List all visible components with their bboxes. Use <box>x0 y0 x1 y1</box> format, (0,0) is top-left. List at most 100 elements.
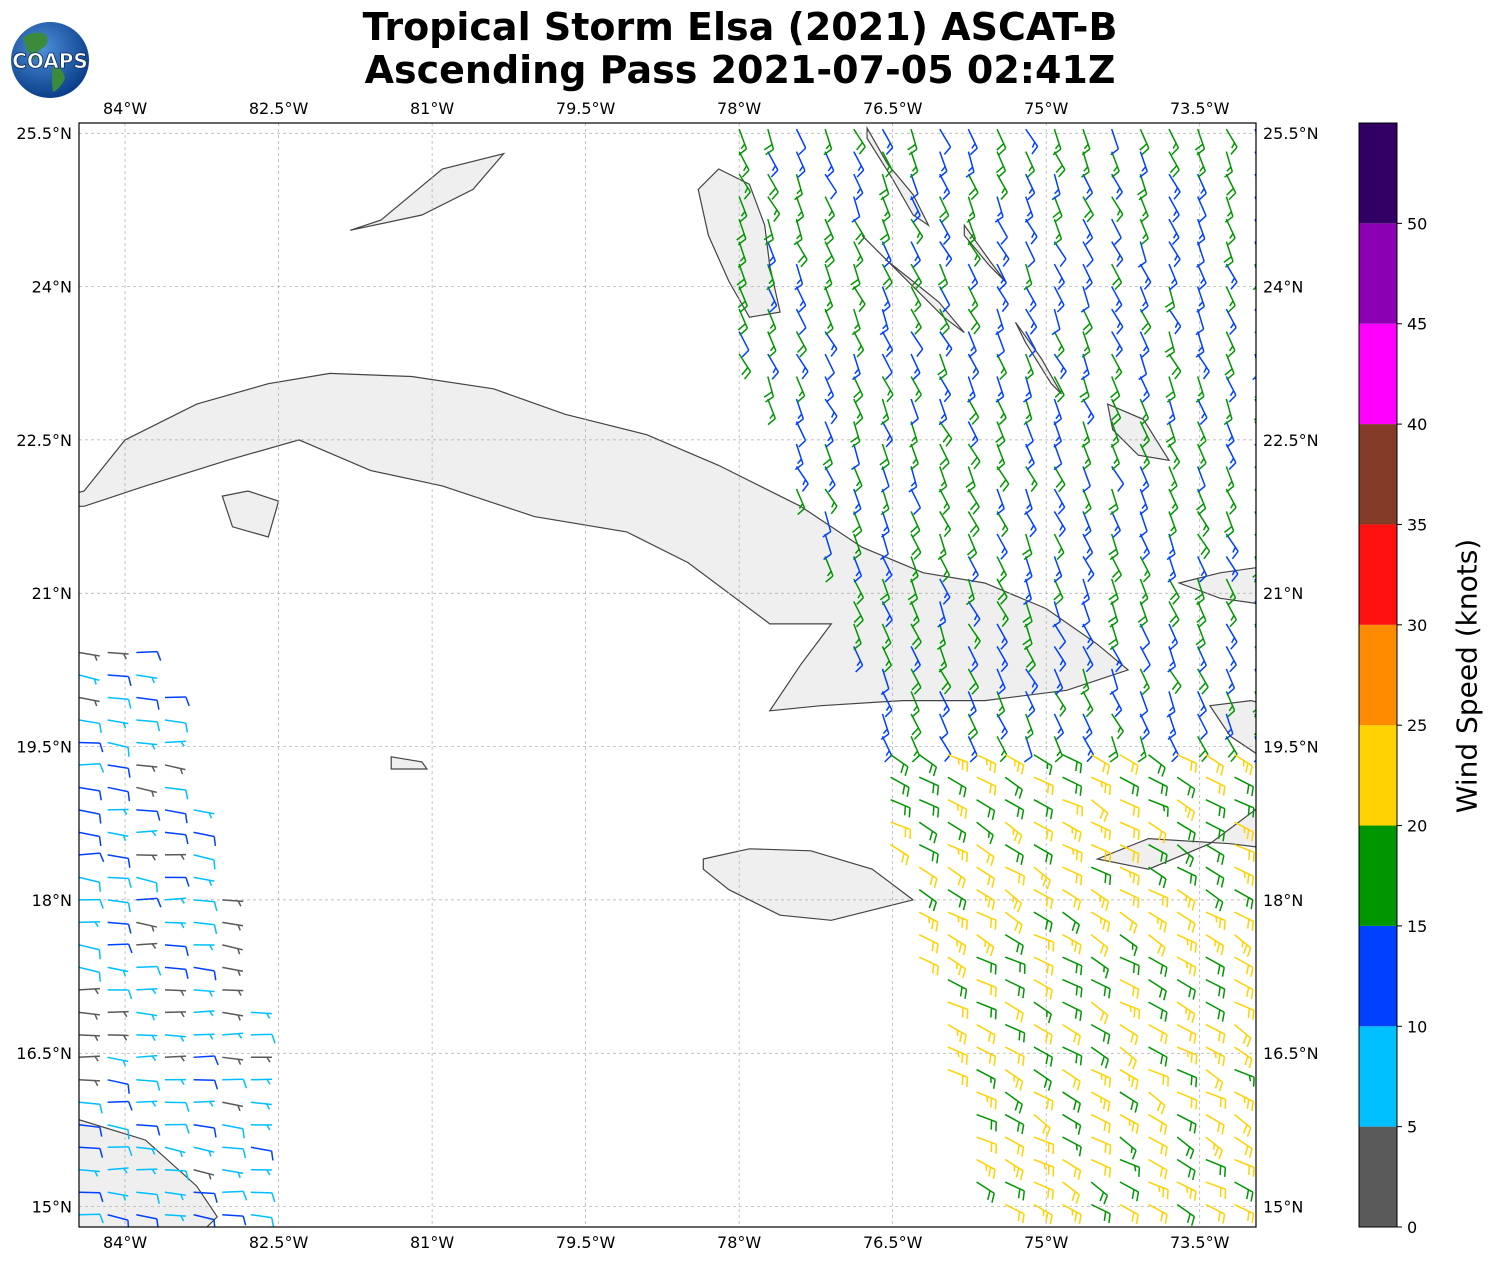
wind-barb <box>1196 713 1208 740</box>
wind-barb <box>1119 978 1140 999</box>
wind-barb <box>136 741 158 750</box>
wind-barb <box>222 1169 244 1179</box>
wind-barb <box>967 646 979 673</box>
wind-barb <box>1225 308 1237 335</box>
wind-barb <box>1053 511 1066 538</box>
wind-barbs <box>79 128 1256 1227</box>
wind-barb <box>1205 978 1226 999</box>
wind-barb <box>79 1146 104 1158</box>
wind-barb <box>795 421 807 448</box>
wind-barb <box>222 1146 247 1159</box>
wind-barb <box>996 466 1010 492</box>
wind-barb <box>1025 173 1036 201</box>
wind-barb <box>881 691 893 718</box>
colorbar-tick-label: 15 <box>1407 917 1427 936</box>
wind-barb <box>1090 1068 1112 1088</box>
wind-barb <box>976 799 996 821</box>
wind-barb <box>1033 1158 1055 1177</box>
wind-barb <box>1137 736 1147 763</box>
wind-barb <box>1148 1181 1169 1200</box>
wind-barb <box>1110 128 1120 156</box>
wind-barb <box>1197 533 1211 560</box>
wind-barb <box>939 556 951 583</box>
wind-barb <box>822 511 832 538</box>
wind-barb <box>193 876 215 886</box>
wind-barb <box>107 651 129 660</box>
wind-barb <box>1234 866 1255 886</box>
colorbar-tick-label: 50 <box>1407 214 1427 233</box>
lat-tick-label-left: 24°N <box>32 278 72 297</box>
wind-barb <box>967 623 981 650</box>
wind-barb <box>1168 511 1177 538</box>
wind-barb <box>881 241 892 268</box>
wind-barb <box>881 286 891 313</box>
wind-barb <box>136 1124 161 1136</box>
wind-barb <box>1164 286 1176 313</box>
colorbar-tick-label: 25 <box>1407 716 1427 735</box>
wind-barb <box>1033 866 1051 890</box>
wind-barb <box>890 776 910 797</box>
wind-barb <box>1024 196 1034 223</box>
wind-barb <box>164 897 186 904</box>
wind-barb <box>222 989 244 996</box>
lon-tick-label-bottom: 82.5°W <box>249 1233 309 1252</box>
wind-barb <box>1004 911 1023 935</box>
wind-barb <box>1090 1181 1109 1205</box>
wind-barb <box>1148 776 1169 797</box>
wind-barb <box>79 987 101 995</box>
wind-barb <box>1196 466 1206 493</box>
wind-barb <box>79 651 100 661</box>
lat-tick-label-left: 15°N <box>32 1198 72 1217</box>
wind-barb <box>136 829 158 837</box>
wind-barb <box>1082 173 1094 201</box>
wind-barb <box>939 421 953 447</box>
wind-barb <box>1205 889 1224 912</box>
wind-barb <box>1138 353 1148 381</box>
wind-barb <box>1111 353 1123 380</box>
wind-barb <box>1082 196 1095 223</box>
wind-barb <box>1090 799 1109 823</box>
wind-barb <box>1196 443 1207 471</box>
wind-barb <box>967 241 981 267</box>
wind-barb <box>1205 1068 1224 1092</box>
wind-barb <box>107 1167 129 1174</box>
wind-barb <box>995 376 1005 403</box>
wind-barb <box>1225 646 1237 673</box>
wind-barb <box>937 533 947 561</box>
wind-barb <box>881 151 893 178</box>
wind-barb <box>1176 911 1196 933</box>
wind-barb <box>1225 218 1236 246</box>
wind-barb <box>1176 1046 1198 1065</box>
wind-barb <box>1033 933 1055 952</box>
wind-barb <box>996 128 1007 156</box>
lat-tick-label-right: 19.5°N <box>1263 738 1319 757</box>
wind-barb <box>1079 376 1090 403</box>
wind-barb <box>1225 263 1238 290</box>
wind-barb <box>996 488 1005 516</box>
wind-barb <box>1082 691 1094 718</box>
wind-barb <box>1139 511 1148 538</box>
wind-barb <box>939 173 951 201</box>
wind-barb <box>250 1146 274 1161</box>
wind-barb <box>1111 218 1122 246</box>
wind-barb <box>939 578 951 605</box>
wind-barb <box>976 866 996 888</box>
wind-barb <box>1033 889 1054 910</box>
wind-barb <box>909 173 919 201</box>
wind-barb <box>939 308 950 336</box>
wind-barb <box>967 173 979 201</box>
wind-barb <box>1108 578 1119 606</box>
wind-barb <box>967 263 979 291</box>
wind-barb <box>136 897 162 908</box>
wind-barb <box>938 151 948 178</box>
colorbar-bin <box>1359 424 1397 525</box>
wind-barb <box>193 1124 217 1138</box>
wind-barb <box>1234 1181 1254 1202</box>
wind-barb <box>1111 556 1123 583</box>
wind-barb <box>1234 1226 1237 1227</box>
wind-barb <box>1234 843 1255 862</box>
wind-barb <box>794 263 804 291</box>
wind-barb <box>1176 1136 1195 1160</box>
wind-barb <box>1108 623 1119 651</box>
wind-barb <box>938 398 948 426</box>
